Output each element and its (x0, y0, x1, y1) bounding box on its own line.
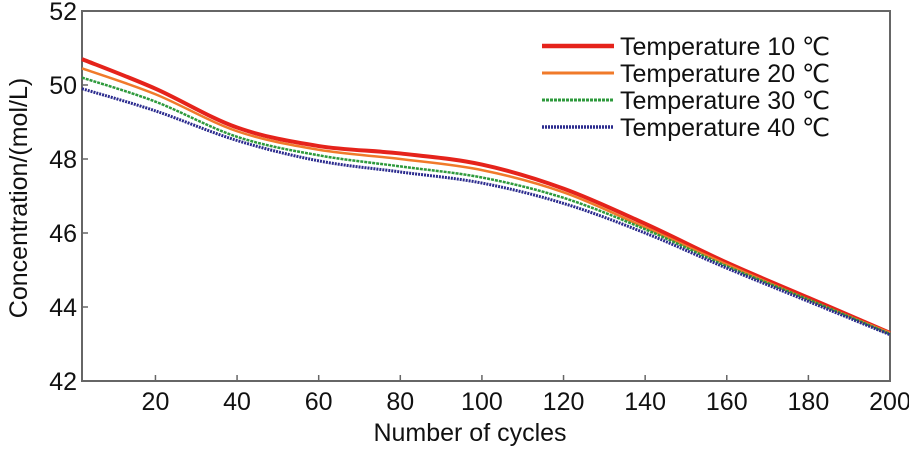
x-tick-label: 80 (386, 388, 414, 416)
legend-label: Temperature 10 ℃ (620, 33, 830, 61)
x-tick-label: 140 (624, 388, 666, 416)
x-tick-label: 20 (142, 388, 170, 416)
plot-frame (81, 10, 891, 382)
series-line-2 (81, 67, 891, 335)
x-tick-label: 60 (305, 388, 333, 416)
x-tick-label: 100 (461, 388, 503, 416)
x-tick-label: 180 (788, 388, 830, 416)
y-axis-label: Concentration/(mol/L) (5, 78, 33, 318)
x-tick-label: 200 (869, 388, 909, 416)
x-tick-label: 120 (543, 388, 585, 416)
x-tick-label: 160 (706, 388, 748, 416)
y-tick-label: 42 (49, 368, 77, 396)
legend-label: Temperature 30 ℃ (620, 87, 830, 115)
y-tick-label: 44 (49, 294, 77, 322)
series-line-3 (81, 76, 891, 336)
series-line-4 (81, 87, 891, 337)
series-lines (81, 57, 891, 337)
x-axis-label: Number of cycles (373, 419, 566, 446)
series-line-1 (81, 57, 891, 335)
y-tick-label: 50 (49, 72, 77, 100)
legend-label: Temperature 20 ℃ (620, 60, 830, 88)
y-tick-label: 46 (49, 220, 77, 248)
y-tick-label: 52 (49, 0, 77, 26)
axes: 20 40 60 80 100 120 140 160 180 200 42 44 46 48 50 52 (49, 0, 909, 416)
x-tick-label: 40 (223, 388, 251, 416)
y-tick-label: 48 (49, 146, 77, 174)
legend-label: Temperature 40 ℃ (620, 114, 830, 142)
